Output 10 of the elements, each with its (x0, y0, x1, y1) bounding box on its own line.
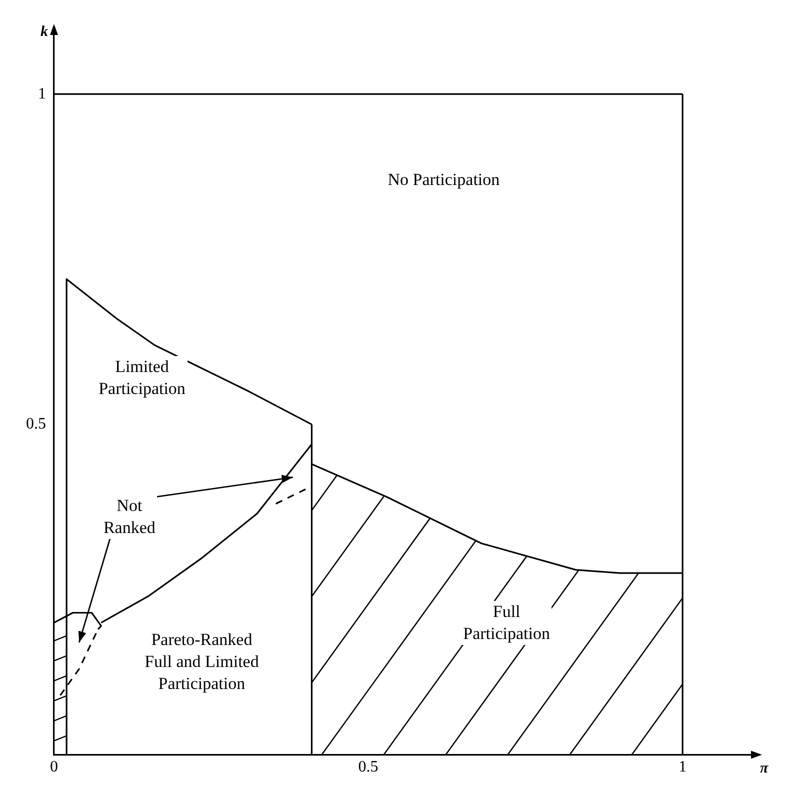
x-axis-title: π (760, 760, 769, 777)
y-axis-title: k (40, 24, 48, 40)
x-tick-label: 0.5 (358, 758, 378, 776)
annotation: Full Participation (461, 600, 552, 645)
x-tick-label: 0 (50, 758, 58, 776)
annotation: No Participation (386, 168, 502, 191)
annotation: Pareto-Ranked Full and Limited Participation (142, 629, 261, 696)
x-tick-label: 1 (678, 758, 687, 776)
annotation: Not Ranked (101, 494, 158, 539)
annotation: Limited Participation (96, 356, 188, 400)
